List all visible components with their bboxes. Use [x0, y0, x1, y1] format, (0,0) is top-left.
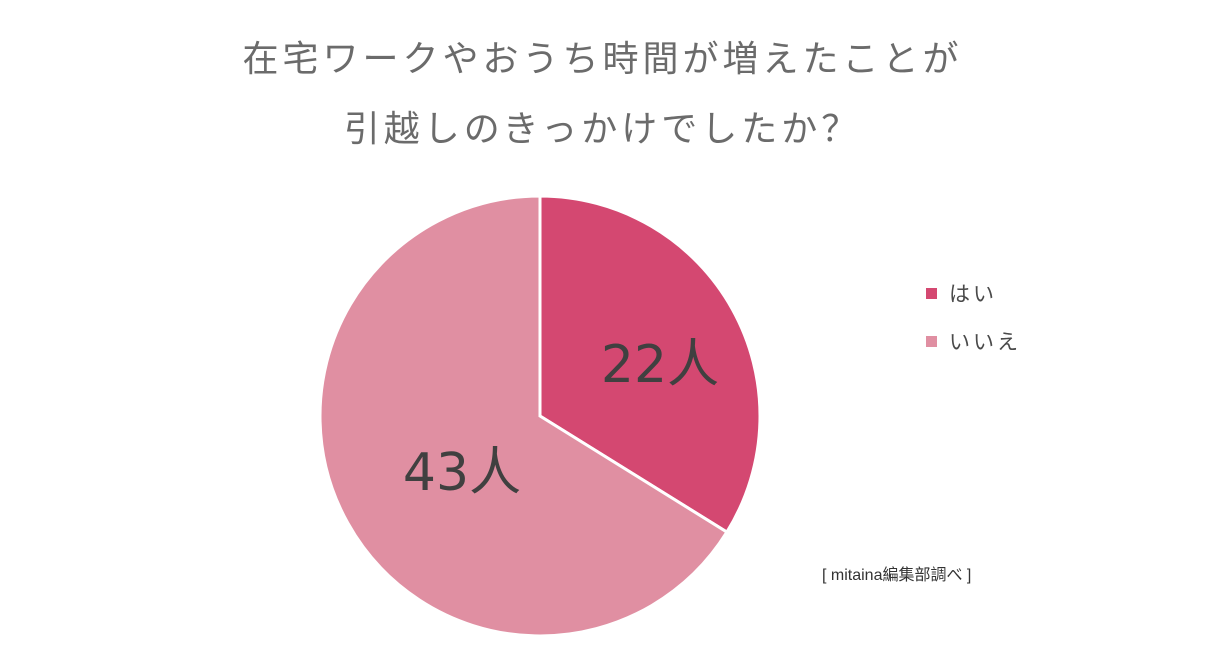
slice-data-label-1: 43人	[403, 443, 521, 503]
chart-legend: はい いいえ	[926, 280, 1021, 376]
chart-title-line-2: 引越しのきっかけでしたか？	[343, 109, 862, 150]
pie-slice-1	[318, 194, 729, 638]
legend-label-no: いいえ	[949, 330, 1021, 354]
legend-swatch-yes	[926, 287, 937, 299]
legend-item-no: いいえ	[926, 328, 1021, 354]
legend-label-yes: はい	[949, 282, 997, 306]
source-note: [ mitaina編集部調べ ]	[822, 567, 972, 584]
pie-slice-0	[538, 194, 762, 535]
legend-item-yes: はい	[926, 280, 1021, 306]
legend-swatch-no	[926, 335, 937, 347]
slice-data-label-0: 22人	[601, 335, 719, 395]
chart-title-line-1: 在宅ワークやおうち時間が増えたことが	[242, 39, 963, 80]
